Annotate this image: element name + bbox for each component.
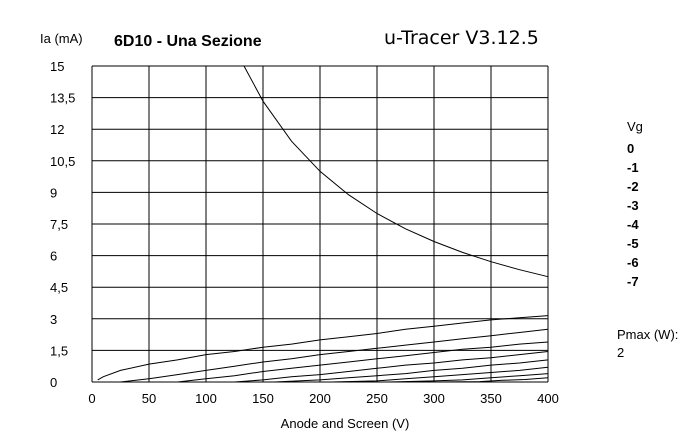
y-tick-labels: 0 1,5 3 4,5 6 7,5 9 10,5 12 13,5 15 [50,59,75,390]
series-line-vg-2 [177,341,549,383]
y-tick-label: 1,5 [50,343,68,358]
series-line-vg-3 [234,351,549,383]
chart-subtitle: u-Tracer V3.12.5 [384,27,539,49]
legend-title: Vg [627,119,643,134]
y-tick-label: 7,5 [50,217,68,232]
x-tick-label: 250 [366,391,388,406]
pmax-curve [243,65,549,278]
x-tick-label: 350 [480,391,502,406]
y-tick-label: 4,5 [50,280,68,295]
x-tick-label: 100 [195,391,217,406]
series-line-vg-5 [331,366,549,383]
x-tick-labels: 0 50 100 150 200 250 300 350 400 [88,391,558,406]
y-axis-label: Ia (mA) [40,31,83,46]
x-axis-label: Anode and Screen (V) [281,416,410,431]
legend-items: 0 -1 -2 -3 -4 -5 -6 -7 [627,141,639,289]
y-tick-label: 3 [50,312,57,327]
series-line-vg-4 [274,359,549,383]
legend-entry: -3 [627,198,639,213]
x-tick-label: 300 [423,391,445,406]
pmax-value: 2 [617,345,624,360]
legend-entry: -5 [627,236,639,251]
legend-entry: -4 [627,217,639,232]
x-tick-label: 50 [142,391,156,406]
y-tick-label: 10,5 [50,154,75,169]
x-tick-label: 0 [88,391,95,406]
series-line-vg-7 [433,377,549,383]
y-tick-label: 13,5 [50,91,75,106]
x-tick-label: 200 [309,391,331,406]
legend: Vg 0 -1 -2 -3 -4 -5 -6 -7 [627,119,643,289]
legend-entry: -6 [627,255,639,270]
y-tick-label: 9 [50,185,57,200]
grid [91,65,549,383]
legend-entry: 0 [627,141,634,156]
x-tick-label: 150 [252,391,274,406]
legend-entry: -7 [627,274,639,289]
x-tick-label: 400 [537,391,559,406]
pmax-label: Pmax (W): [617,327,678,342]
y-tick-label: 15 [50,59,64,74]
series-line-vg-0 [97,315,549,381]
series-line-vg-1 [120,328,549,383]
curves [97,65,549,383]
legend-entry: -1 [627,160,639,175]
chart-title: 6D10 - Una Sezione [114,33,262,50]
y-tick-label: 6 [50,249,57,264]
y-tick-label: 12 [50,122,64,137]
series-line-vg-6 [388,373,549,383]
legend-entry: -2 [627,179,639,194]
y-tick-label: 0 [50,375,57,390]
